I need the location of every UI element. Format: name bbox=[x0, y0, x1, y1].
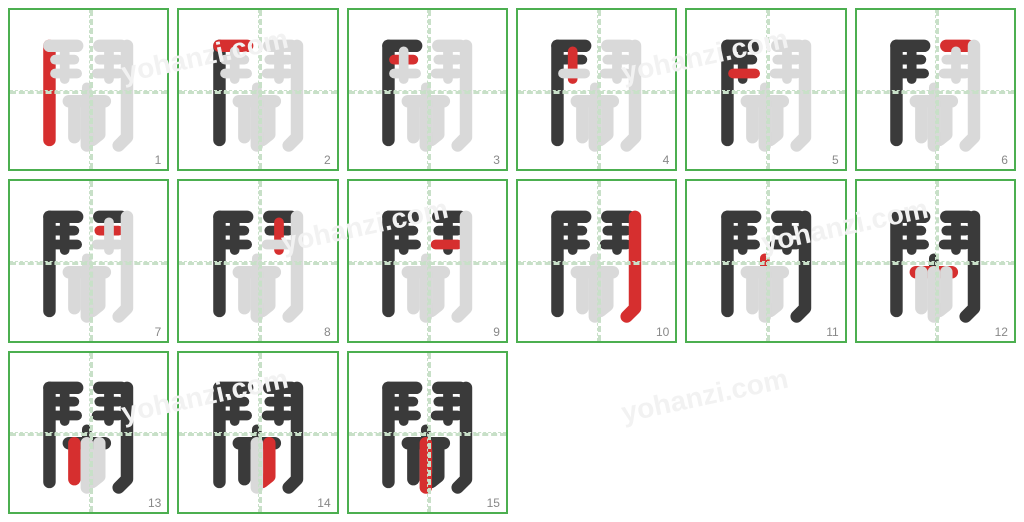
stroke-14 bbox=[431, 272, 438, 311]
stroke-14 bbox=[262, 101, 269, 140]
guide-vertical bbox=[258, 181, 262, 340]
stroke-14 bbox=[939, 272, 946, 311]
stroke-14 bbox=[93, 101, 100, 140]
stroke-step-cell-12: 12 bbox=[855, 179, 1016, 342]
stroke-step-cell-5: 5 bbox=[685, 8, 846, 171]
guide-vertical bbox=[89, 353, 93, 512]
step-number: 15 bbox=[487, 496, 500, 510]
step-number: 10 bbox=[656, 325, 669, 339]
stroke-step-cell-4: 4 bbox=[516, 8, 677, 171]
guide-vertical bbox=[258, 353, 262, 512]
step-number: 14 bbox=[317, 496, 330, 510]
step-number: 13 bbox=[148, 496, 161, 510]
step-number: 1 bbox=[155, 153, 162, 167]
guide-vertical bbox=[427, 10, 431, 169]
stroke-14 bbox=[431, 101, 438, 140]
empty-cell bbox=[685, 351, 846, 514]
stroke-order-grid: 123456789101112131415 bbox=[0, 0, 1024, 522]
stroke-14 bbox=[770, 272, 777, 311]
stroke-step-cell-9: 9 bbox=[347, 179, 508, 342]
stroke-14 bbox=[770, 101, 777, 140]
stroke-step-cell-11: 11 bbox=[685, 179, 846, 342]
empty-cell bbox=[516, 351, 677, 514]
guide-vertical bbox=[258, 10, 262, 169]
stroke-step-cell-6: 6 bbox=[855, 8, 1016, 171]
step-number: 5 bbox=[832, 153, 839, 167]
stroke-step-cell-10: 10 bbox=[516, 179, 677, 342]
step-number: 9 bbox=[493, 325, 500, 339]
stroke-step-cell-8: 8 bbox=[177, 179, 338, 342]
step-number: 11 bbox=[826, 325, 838, 339]
stroke-14 bbox=[601, 272, 608, 311]
stroke-step-cell-7: 7 bbox=[8, 179, 169, 342]
guide-vertical bbox=[427, 181, 431, 340]
stroke-step-cell-13: 13 bbox=[8, 351, 169, 514]
step-number: 3 bbox=[493, 153, 500, 167]
stroke-14 bbox=[431, 443, 438, 482]
step-number: 7 bbox=[155, 325, 162, 339]
stroke-14 bbox=[93, 272, 100, 311]
stroke-14 bbox=[939, 101, 946, 140]
stroke-step-cell-3: 3 bbox=[347, 8, 508, 171]
step-number: 8 bbox=[324, 325, 331, 339]
guide-vertical bbox=[427, 353, 431, 512]
guide-vertical bbox=[935, 10, 939, 169]
step-number: 12 bbox=[995, 325, 1008, 339]
empty-cell bbox=[855, 351, 1016, 514]
guide-vertical bbox=[89, 10, 93, 169]
stroke-step-cell-2: 2 bbox=[177, 8, 338, 171]
guide-vertical bbox=[597, 181, 601, 340]
step-number: 2 bbox=[324, 153, 331, 167]
guide-vertical bbox=[89, 181, 93, 340]
guide-vertical bbox=[935, 181, 939, 340]
step-number: 4 bbox=[663, 153, 670, 167]
guide-vertical bbox=[766, 181, 770, 340]
guide-vertical bbox=[597, 10, 601, 169]
stroke-14 bbox=[601, 101, 608, 140]
guide-vertical bbox=[766, 10, 770, 169]
stroke-step-cell-1: 1 bbox=[8, 8, 169, 171]
stroke-14 bbox=[262, 443, 269, 482]
stroke-14 bbox=[262, 272, 269, 311]
stroke-14 bbox=[93, 443, 100, 482]
stroke-step-cell-14: 14 bbox=[177, 351, 338, 514]
step-number: 6 bbox=[1001, 153, 1008, 167]
stroke-step-cell-15: 15 bbox=[347, 351, 508, 514]
